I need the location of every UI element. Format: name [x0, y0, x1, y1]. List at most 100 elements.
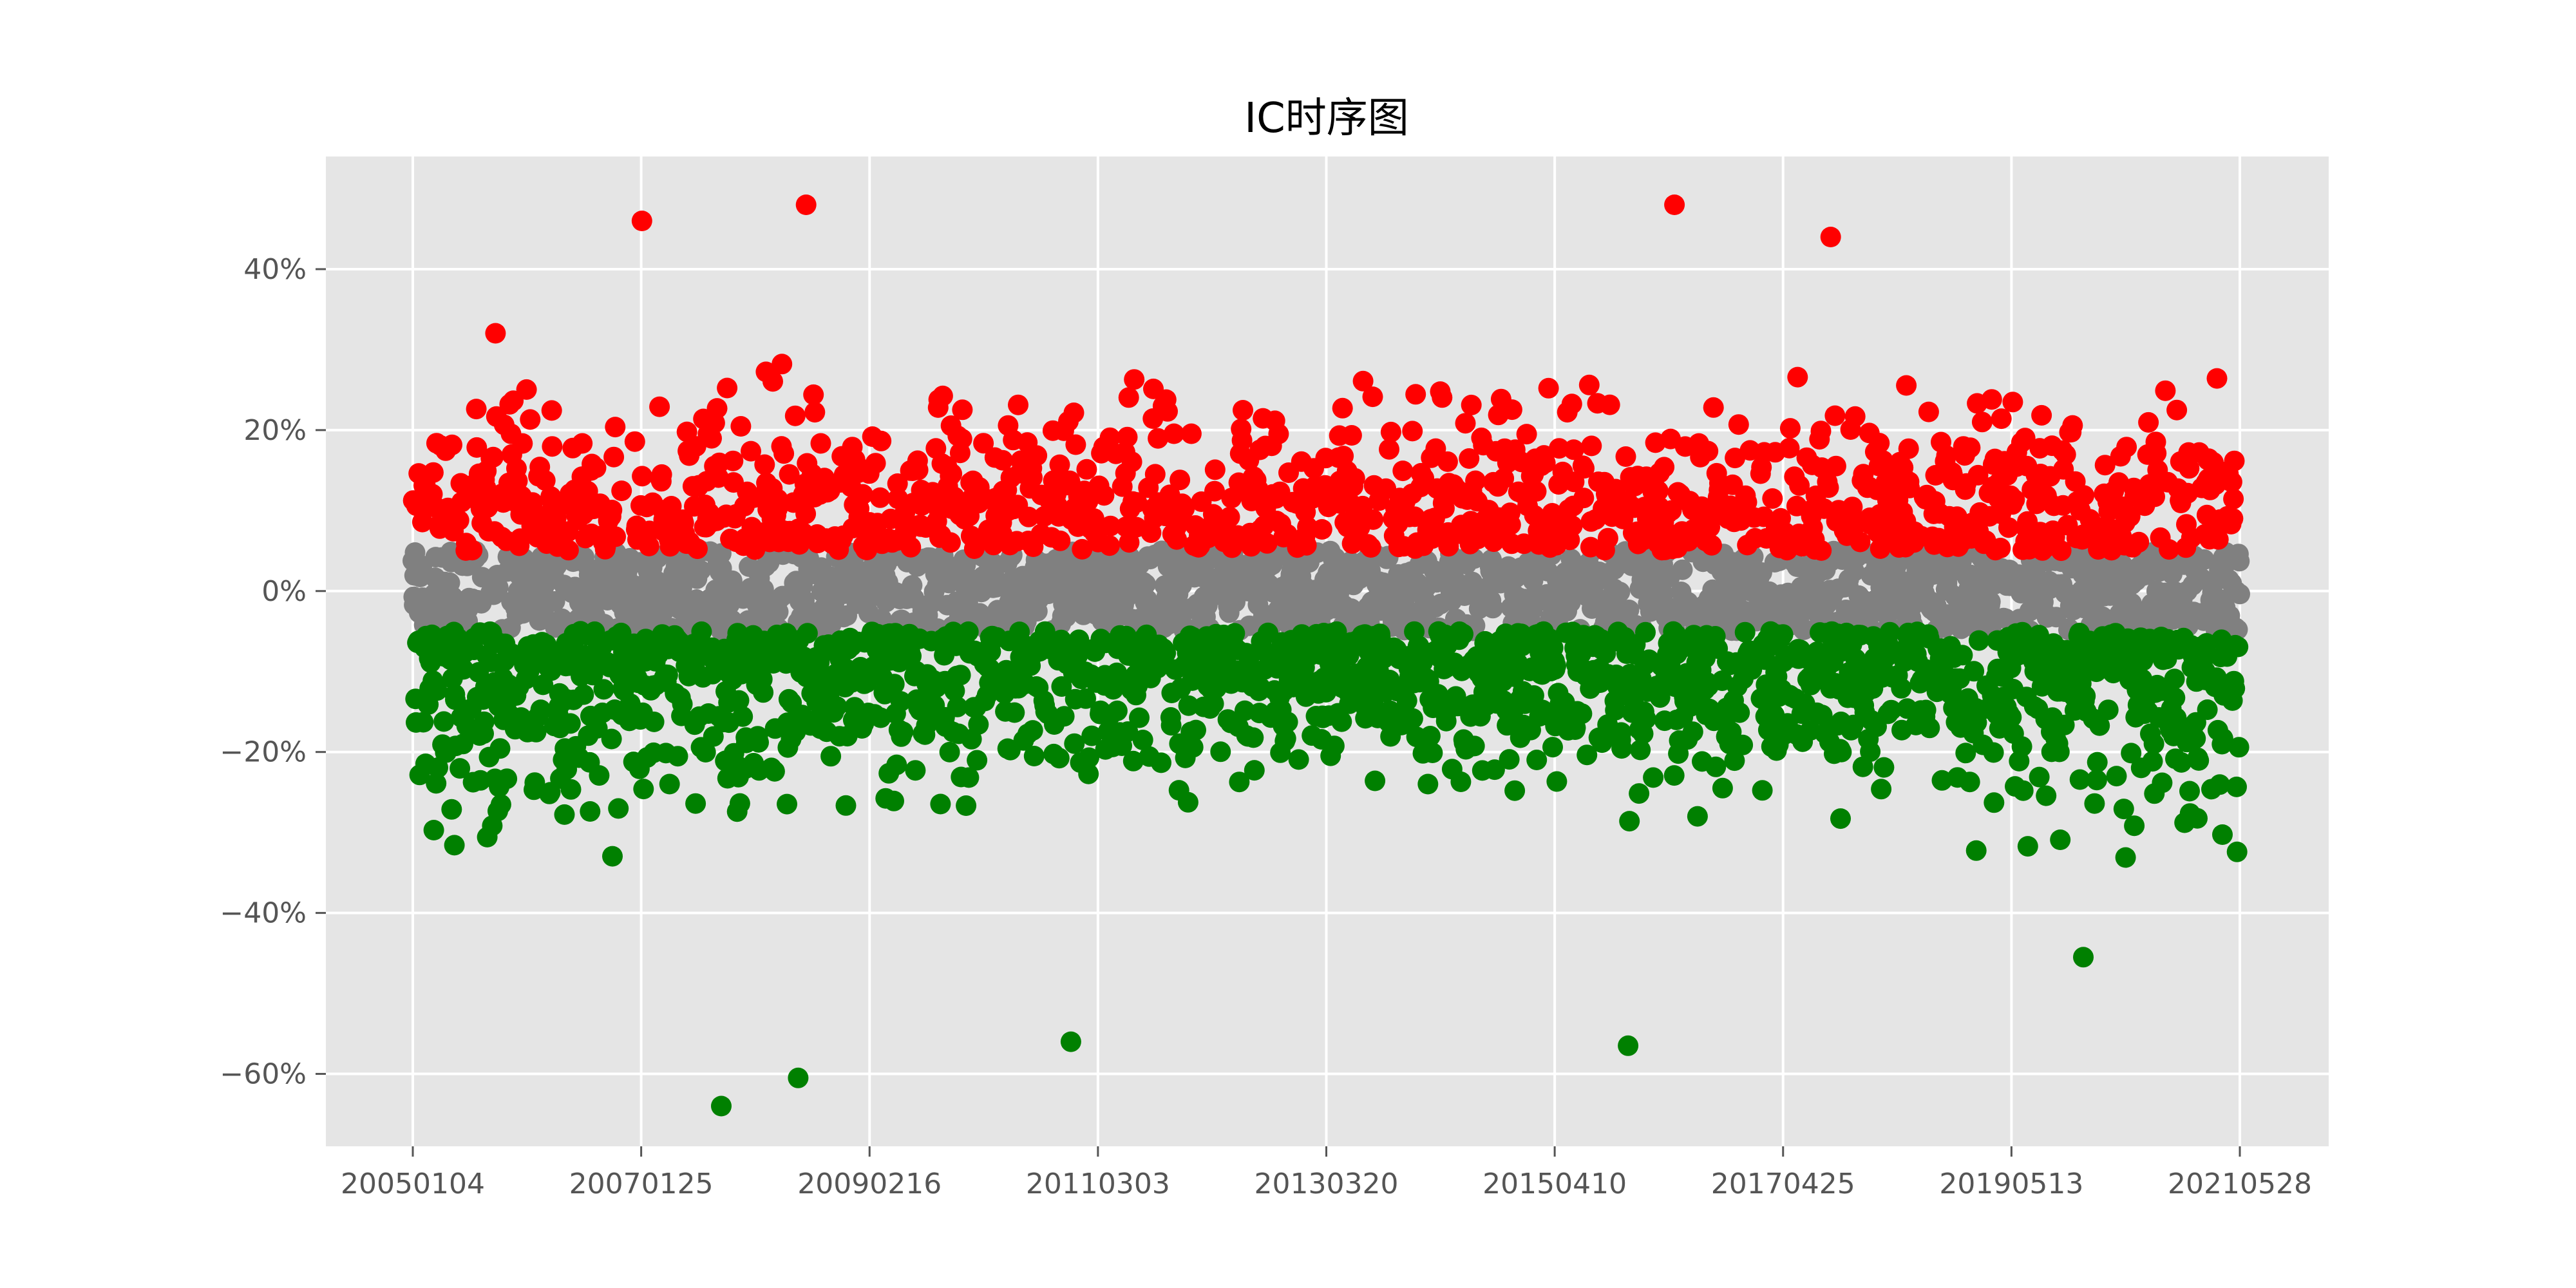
ic-point: [1618, 1035, 1639, 1056]
ic-point: [450, 758, 471, 779]
ic-point: [611, 480, 632, 502]
ic-point: [2193, 549, 2215, 570]
ic-point: [485, 323, 506, 344]
ic-point: [1501, 399, 1522, 421]
ic-point: [865, 453, 886, 474]
ic-point: [1635, 621, 1656, 643]
ic-point: [706, 398, 728, 419]
ic-point: [2094, 455, 2116, 476]
ic-point: [887, 473, 908, 494]
ic-point: [572, 433, 593, 454]
ic-point: [1180, 423, 1202, 444]
ic-point: [2179, 458, 2200, 479]
ic-point: [643, 711, 665, 732]
ic-point: [1752, 780, 1773, 801]
ic-point: [603, 446, 625, 468]
ic-point: [690, 560, 711, 581]
ic-point: [1599, 394, 1620, 415]
ic-point: [804, 402, 826, 423]
ic-point: [1464, 735, 1485, 757]
ic-point: [2138, 412, 2159, 433]
ic-point: [488, 577, 509, 598]
ic-point: [426, 773, 447, 794]
ic-point: [441, 799, 462, 820]
ic-point: [835, 795, 857, 816]
ic-point: [777, 793, 797, 815]
y-tick-label: 20%: [243, 414, 307, 447]
ic-point: [723, 450, 744, 471]
ic-point: [2098, 699, 2119, 721]
ic-point: [473, 711, 495, 732]
ic-point: [2017, 836, 2038, 857]
ic-point: [732, 706, 753, 727]
ic-point: [1871, 779, 1892, 800]
ic-point: [2179, 781, 2200, 802]
ic-point: [593, 679, 614, 700]
ic-point: [1663, 765, 1685, 786]
ic-point: [2171, 752, 2192, 773]
ic-point: [444, 835, 465, 856]
ic-point: [1405, 384, 1426, 405]
ic-point: [2011, 736, 2032, 757]
ic-point: [952, 399, 973, 421]
ic-point: [1573, 488, 1595, 509]
y-tick-label: −40%: [220, 897, 307, 930]
ic-point: [2062, 415, 2083, 436]
ic-point: [2185, 728, 2206, 749]
ic-point: [1712, 777, 1733, 799]
ic-point: [1936, 445, 1957, 466]
ic-point: [1118, 387, 1139, 408]
ic-point: [1577, 744, 1598, 766]
ic-point: [2055, 444, 2076, 465]
ic-point: [1121, 451, 1142, 473]
ic-point: [1008, 394, 1028, 415]
ic-point: [1018, 506, 1039, 527]
ic-point: [1609, 582, 1631, 603]
ic-point: [1004, 702, 1025, 723]
ic-point: [667, 746, 688, 767]
ic-point: [633, 779, 654, 800]
ic-point: [1155, 643, 1177, 663]
ic-point: [1812, 705, 1833, 726]
ic-point: [1288, 749, 1309, 770]
ic-point: [1687, 806, 1708, 827]
ic-point: [2212, 824, 2233, 845]
ic-point: [1546, 771, 1567, 792]
ic-point: [2187, 808, 2208, 829]
ic-point: [2002, 392, 2023, 413]
ic-point: [2143, 733, 2164, 754]
ic-point: [589, 765, 610, 786]
ic-point: [2049, 741, 2070, 762]
ic-point: [1484, 759, 1505, 781]
ic-point: [1362, 386, 1383, 408]
ic-point: [1571, 703, 1593, 724]
ic-point: [1363, 509, 1384, 530]
ic-point: [956, 795, 977, 816]
ic-point: [442, 434, 462, 455]
ic-point: [573, 684, 594, 705]
ic-point: [423, 820, 444, 840]
ic-point: [672, 694, 693, 715]
ic-point: [1126, 492, 1148, 513]
ic-point: [1860, 741, 1881, 762]
ic-point: [2188, 750, 2210, 771]
ic-point: [1219, 506, 1240, 527]
ic-point: [2075, 685, 2096, 706]
ic-point: [1425, 438, 1446, 459]
ic-point: [1244, 760, 1265, 781]
ic-point: [890, 691, 911, 712]
ic-point: [905, 760, 926, 781]
ic-point: [795, 194, 817, 215]
ic-point: [1980, 591, 2001, 612]
ic-point: [942, 463, 963, 484]
ic-point: [729, 793, 750, 814]
ic-point: [2224, 678, 2246, 699]
ic-point: [489, 738, 511, 759]
ic-point: [516, 379, 537, 400]
ic-point: [2222, 508, 2244, 529]
ic-point: [1968, 630, 1989, 651]
ic-point: [958, 621, 979, 642]
ic-point: [930, 793, 951, 815]
ic-point: [1075, 688, 1096, 709]
y-axis: 40% 20% 0% −20% −40% −60%: [220, 253, 326, 1091]
